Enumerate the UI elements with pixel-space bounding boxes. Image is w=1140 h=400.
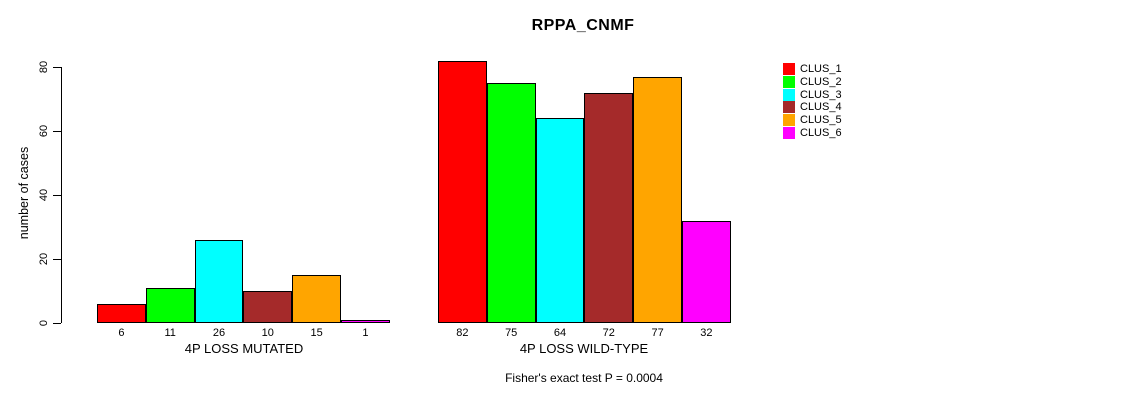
legend-label: CLUS_4 [800,101,842,114]
bar-value-label: 10 [261,327,274,339]
y-axis-line [61,67,62,323]
legend-item: CLUS_2 [783,75,842,88]
bar-clus_3-mutated [194,240,244,323]
bar-value-label: 6 [118,327,125,339]
y-axis-tick-label: 20 [38,252,50,266]
bar-value-label: 11 [164,327,176,339]
legend-item: CLUS_6 [783,126,842,139]
y-axis-tick [53,323,61,324]
fisher-test-annotation: Fisher's exact test P = 0.0004 [505,371,663,385]
bar-value-label: 15 [310,327,323,339]
bar-clus_5-wildtype [633,77,682,323]
y-axis-tick [53,195,61,196]
bar-clus_4-mutated [243,291,293,323]
legend-label: CLUS_1 [800,63,842,75]
x-group-label-wildtype: 4P LOSS WILD-TYPE [519,341,649,356]
bar-value-label: 1 [362,327,369,339]
y-axis-title: number of cases [17,146,31,240]
bar-value-label: 75 [505,327,518,339]
legend-swatch-clus1-icon [783,63,795,75]
legend-label: CLUS_6 [800,126,842,139]
bar-value-label: 72 [602,327,615,339]
bar-clus_1-mutated [97,304,146,323]
legend-swatch-clus6-icon [783,126,795,139]
legend: CLUS_1 CLUS_2 CLUS_3 CLUS_4 CLUS_5 CLUS_… [783,63,842,139]
bar-value-label: 77 [651,327,664,339]
bar-clus_5-mutated [292,275,341,323]
legend-label: CLUS_3 [800,88,842,101]
legend-swatch-clus4-icon [783,101,795,114]
bar-clus_1-wildtype [438,61,487,323]
legend-swatch-clus3-icon [783,88,795,101]
legend-label: CLUS_5 [800,114,842,127]
legend-item: CLUS_4 [783,101,842,114]
chart-title: RPPA_CNMF [531,17,635,34]
y-axis-tick [53,67,61,68]
bar-value-label: 26 [212,327,226,339]
bar-clus_4-wildtype [584,93,634,323]
legend-item: CLUS_3 [783,88,842,101]
bar-value-label: 32 [700,327,713,339]
legend-item: CLUS_5 [783,114,842,127]
y-axis-tick-label: 40 [38,188,50,202]
legend-item: CLUS_1 [783,63,842,75]
legend-swatch-clus5-icon [783,114,795,127]
bar-clus_6-wildtype [682,221,731,323]
bar-value-label: 82 [456,327,469,339]
y-axis-tick-label: 80 [38,60,50,74]
bar-clus_6-mutated [341,320,390,323]
y-axis-tick [53,131,61,132]
legend-swatch-clus2-icon [783,75,795,88]
bar-value-label: 64 [553,327,567,339]
y-axis-tick [53,259,61,260]
bar-clus_3-wildtype [535,118,585,323]
y-axis-tick-label: 60 [38,124,50,138]
bar-clus_2-wildtype [486,83,536,323]
x-group-label-mutated: 4P LOSS MUTATED [184,341,304,356]
legend-label: CLUS_2 [800,75,842,88]
y-axis-tick-label: 0 [38,319,50,327]
bar-clus_2-mutated [145,288,195,323]
